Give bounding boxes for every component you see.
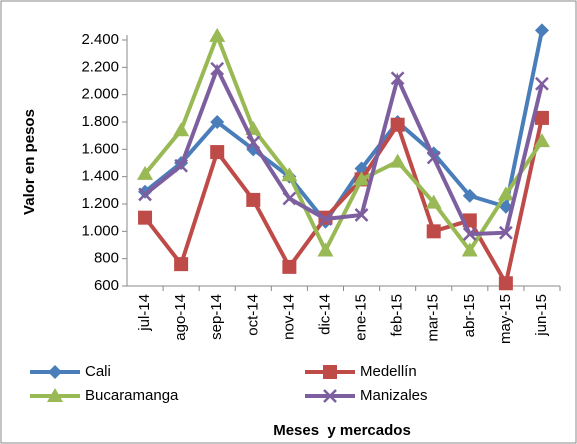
x-tick-label: may-15 (497, 294, 514, 344)
y-tick-label: 2.000 (81, 86, 119, 103)
marker (138, 210, 153, 225)
legend-marker (323, 365, 337, 379)
marker (137, 165, 154, 180)
y-axis-label: Valor en pesos (21, 109, 38, 215)
marker (426, 150, 441, 165)
marker (353, 171, 370, 186)
marker (461, 242, 478, 257)
x-tick-label: dic-14 (316, 294, 333, 335)
marker (534, 110, 549, 125)
series-line (143, 117, 544, 289)
x-tick-label: ene-15 (353, 294, 370, 341)
marker (210, 115, 225, 129)
series-line (143, 63, 544, 237)
x-tick-label: jun-15 (533, 294, 550, 337)
y-tick-label: 1.800 (81, 113, 119, 130)
marker (535, 76, 549, 91)
marker (390, 71, 405, 86)
legend-marker (323, 389, 337, 403)
y-tick-label: 1.000 (81, 222, 119, 239)
y-tick-label: 1.400 (81, 168, 119, 185)
legend-marker (47, 388, 63, 402)
legend-label: Cali (85, 363, 111, 380)
marker (318, 212, 333, 226)
marker (281, 167, 298, 182)
y-tick-label: 1.200 (81, 195, 119, 212)
y-tick-label: 2.200 (81, 58, 119, 75)
x-axis-label: Meses y mercados (273, 422, 411, 439)
marker (390, 117, 405, 132)
marker (533, 133, 550, 148)
marker (174, 158, 189, 173)
marker (173, 122, 190, 137)
x-tick-label: jul-14 (136, 294, 153, 332)
marker (209, 27, 226, 42)
series-line (143, 30, 544, 255)
marker (498, 276, 513, 291)
y-tick-label: 800 (94, 250, 119, 267)
x-tick-label: sep-14 (208, 294, 225, 340)
x-tick-label: nov-14 (280, 294, 297, 340)
marker (138, 184, 153, 199)
x-tick-label: mar-15 (425, 294, 442, 342)
marker (246, 192, 261, 207)
x-tick-label: oct-14 (244, 294, 261, 336)
marker (354, 208, 369, 222)
marker (210, 145, 225, 160)
y-tick-label: 600 (94, 277, 119, 294)
y-tick-label: 2.400 (81, 31, 119, 48)
series-line (143, 30, 544, 226)
marker (534, 23, 549, 38)
marker (210, 61, 225, 76)
x-tick-label: feb-15 (389, 294, 406, 337)
legend-label: Bucaramanga (85, 387, 179, 404)
marker (462, 227, 477, 241)
legend-label: Manizales (360, 387, 428, 404)
y-tick-label: 1.600 (81, 140, 119, 157)
marker (389, 153, 406, 168)
marker (497, 186, 514, 201)
legend-marker (48, 365, 62, 379)
legend-label: Medellín (360, 363, 417, 380)
marker (426, 224, 441, 239)
marker (174, 257, 189, 272)
marker (246, 135, 261, 150)
x-tick-label: ago-14 (172, 294, 189, 341)
x-tick-label: abr-15 (461, 294, 478, 337)
marker (282, 191, 297, 206)
marker (138, 187, 152, 202)
marker (425, 194, 442, 209)
marker (498, 225, 513, 240)
marker (317, 242, 334, 257)
marker (282, 259, 297, 274)
marker (462, 188, 477, 203)
